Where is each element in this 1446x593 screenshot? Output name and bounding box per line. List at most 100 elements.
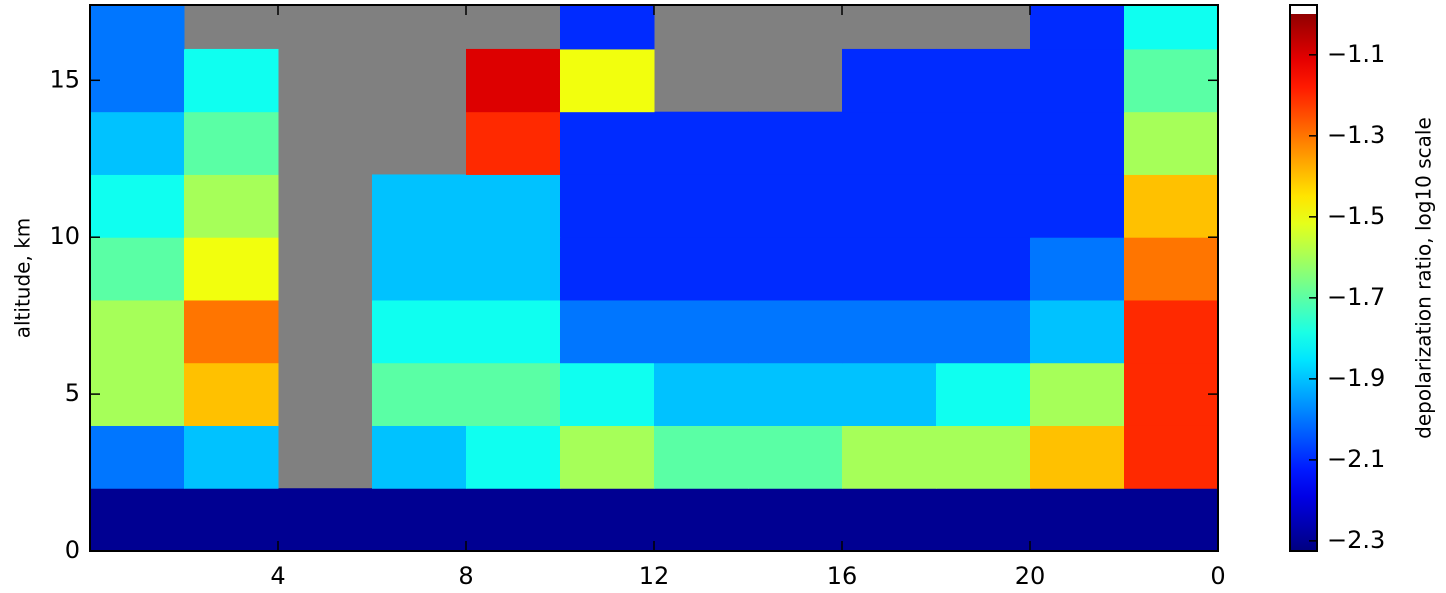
heatmap-cell xyxy=(1030,5,1125,50)
heatmap-cell xyxy=(1124,48,1219,113)
colorbar-tick-label: −2.1 xyxy=(1327,445,1385,473)
heatmap-cell xyxy=(90,174,185,238)
heatmap-cell xyxy=(372,425,467,489)
heatmap-cell xyxy=(184,488,279,552)
heatmap-cell xyxy=(560,299,655,364)
colorbar-tick-label: −2.3 xyxy=(1327,526,1385,554)
heatmap-cell xyxy=(372,174,467,238)
heatmap-cell xyxy=(466,488,561,552)
heatmap-cell xyxy=(90,5,185,50)
x-tick-label: 12 xyxy=(639,562,670,590)
heatmap-cell xyxy=(184,362,279,426)
heatmap-cell xyxy=(466,425,561,489)
heatmap-cell xyxy=(466,111,561,175)
colorbar-label: depolarization ratio, log10 scale xyxy=(1412,117,1436,439)
heatmap-cell xyxy=(372,488,467,552)
heatmap-cell xyxy=(654,425,749,489)
colorbar-tick-label: −1.1 xyxy=(1327,40,1385,68)
heatmap-cell xyxy=(560,488,655,552)
y-tick-label: 10 xyxy=(49,222,80,250)
heatmap-cell xyxy=(184,299,279,364)
heatmap-cell xyxy=(466,48,561,113)
x-tick-label: 4 xyxy=(270,562,285,590)
heatmap-cell xyxy=(748,488,843,552)
colorbar-frame xyxy=(1289,4,1318,552)
heatmap-cell xyxy=(748,362,843,426)
y-tick-label: 0 xyxy=(65,536,80,564)
heatmap-cell xyxy=(560,5,655,50)
heatmap-cell xyxy=(842,488,937,552)
colorbar-tick-label: −1.5 xyxy=(1327,202,1385,230)
x-tick-label: 20 xyxy=(1015,562,1046,590)
x-tick-label: 16 xyxy=(827,562,858,590)
heatmap-cell xyxy=(1124,362,1219,426)
x-tick-label: 8 xyxy=(458,562,473,590)
heatmap-cell xyxy=(748,425,843,489)
heatmap-cell xyxy=(372,237,467,301)
heatmap-cell xyxy=(654,362,749,426)
colorbar-over xyxy=(1290,5,1317,14)
heatmap-cell xyxy=(842,425,937,489)
x-tick-label: 0 xyxy=(1210,562,1225,590)
heatmap-cell xyxy=(842,174,937,238)
heatmap-cell xyxy=(560,174,655,238)
heatmap-cell xyxy=(1124,425,1219,489)
heatmap-cell xyxy=(466,299,561,364)
plot-area xyxy=(90,5,1219,552)
heatmap-cell xyxy=(654,111,749,175)
heatmap-cell xyxy=(184,111,279,175)
heatmap-cell xyxy=(466,362,561,426)
heatmap-cell xyxy=(1030,362,1125,426)
heatmap-cell xyxy=(936,174,1031,238)
heatmap-cell xyxy=(560,425,655,489)
heatmap-cell xyxy=(560,48,655,113)
colorbar-tick-label: −1.3 xyxy=(1327,121,1385,149)
heatmap-cell xyxy=(654,299,749,364)
heatmap-cell xyxy=(748,237,843,301)
heatmap-cell xyxy=(1124,299,1219,364)
heatmap-cell xyxy=(1124,237,1219,301)
heatmap-cell xyxy=(748,299,843,364)
heatmap-cell xyxy=(936,362,1031,426)
heatmap-cell xyxy=(1030,425,1125,489)
heatmap-cell xyxy=(90,48,185,113)
heatmap-cell xyxy=(1124,5,1219,50)
heatmap-cell xyxy=(184,174,279,238)
heatmap-cell xyxy=(936,111,1031,175)
heatmap-cell xyxy=(1030,48,1125,113)
heatmap-cell xyxy=(90,111,185,175)
heatmap-cell xyxy=(936,237,1031,301)
heatmap-cell xyxy=(1030,237,1125,301)
y-tick-label: 5 xyxy=(65,379,80,407)
heatmap-cell xyxy=(1124,174,1219,238)
heatmap-cell xyxy=(184,425,279,489)
heatmap-cell xyxy=(936,48,1031,113)
heatmap-cell xyxy=(936,425,1031,489)
heatmap-cell xyxy=(842,237,937,301)
heatmap-cell xyxy=(90,362,185,426)
colorbar-tick-label: −1.7 xyxy=(1327,283,1385,311)
heatmap-cell xyxy=(90,425,185,489)
heatmap-cell xyxy=(1030,111,1125,175)
heatmap-cell xyxy=(184,48,279,113)
heatmap-cell xyxy=(654,488,749,552)
heatmap-cell xyxy=(842,111,937,175)
heatmap-cell xyxy=(1030,488,1125,552)
heatmap-cell xyxy=(372,299,467,364)
heatmap-cell xyxy=(1124,488,1219,552)
heatmap-cell xyxy=(1124,111,1219,175)
heatmap-cell xyxy=(184,237,279,301)
heatmap-cell xyxy=(1030,174,1125,238)
heatmap-cell xyxy=(748,174,843,238)
heatmap-cell xyxy=(466,174,561,238)
heatmap-cell xyxy=(278,488,373,552)
heatmap-cell xyxy=(560,111,655,175)
heatmap-cell xyxy=(748,111,843,175)
heatmap-cell xyxy=(654,237,749,301)
heatmap-cell xyxy=(90,237,185,301)
colorbar xyxy=(1290,5,1317,551)
heatmap-cell xyxy=(842,299,937,364)
heatmap-cell xyxy=(560,362,655,426)
heatmap-cell xyxy=(654,174,749,238)
